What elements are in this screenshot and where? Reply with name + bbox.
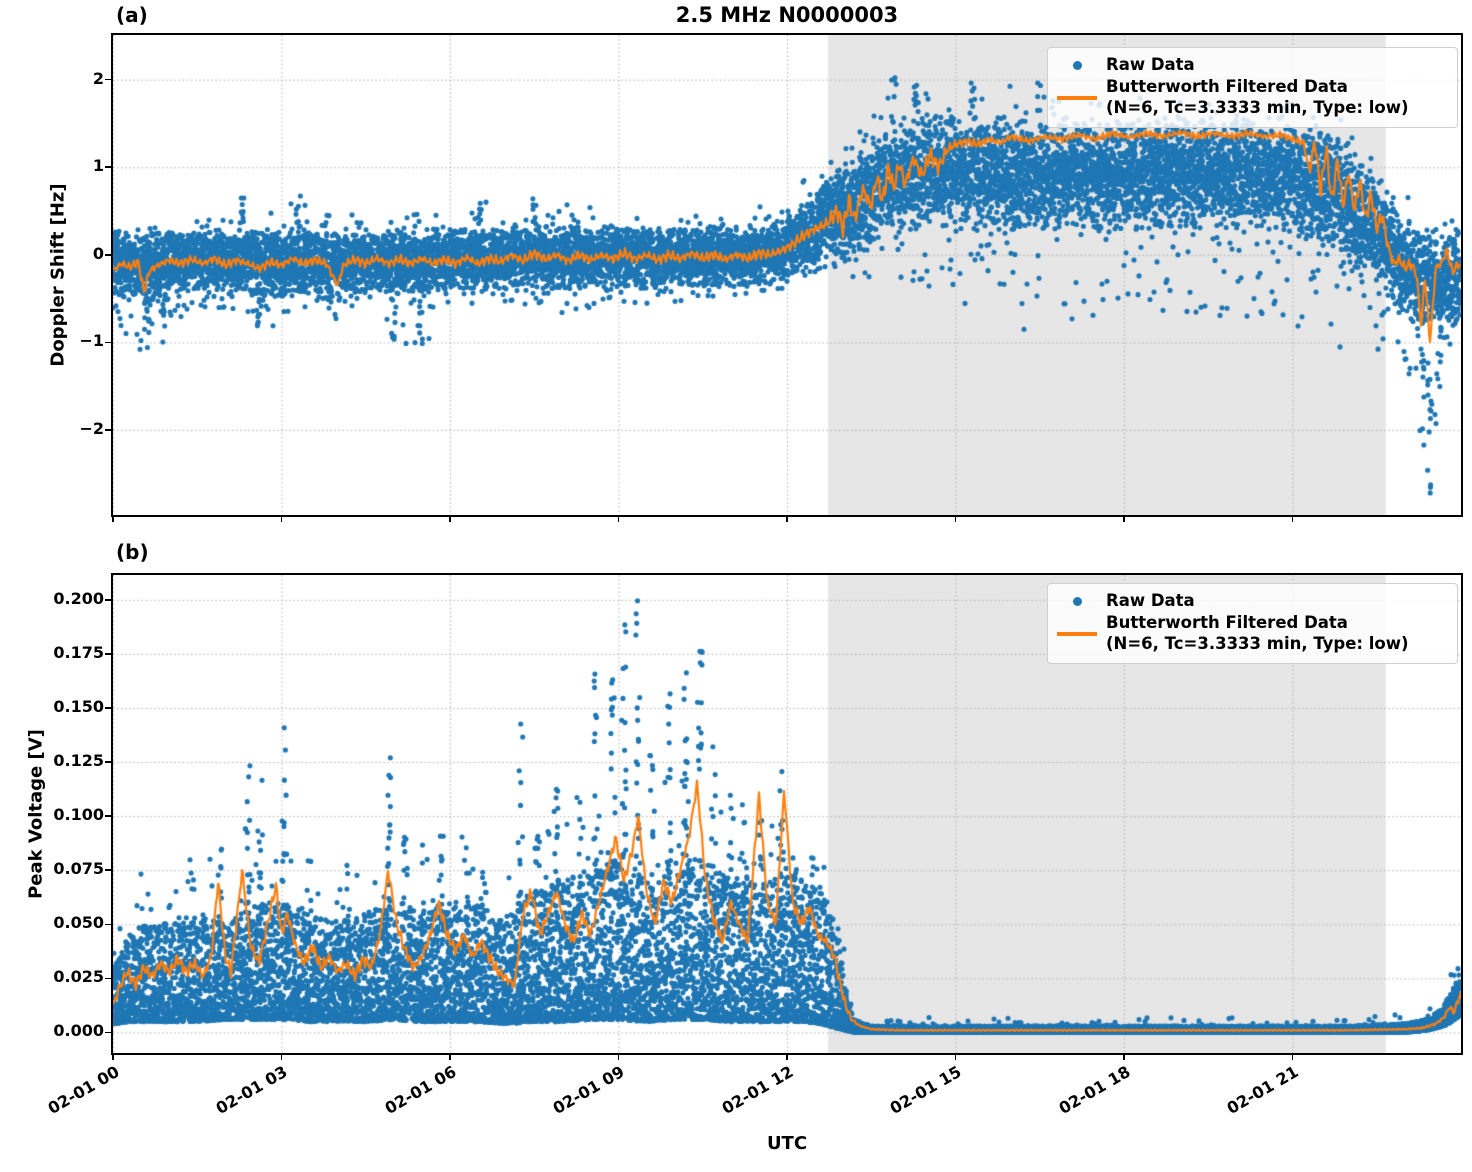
legend-filtered-sublabel: (N=6, Tc=3.3333 min, Type: low) [1106, 633, 1409, 653]
y-tick-label: 0.025 [53, 967, 104, 987]
y-tick-label: 0.125 [53, 751, 104, 771]
legend-marker-cell [1048, 631, 1106, 636]
y-tick-label: 0.000 [53, 1021, 104, 1041]
y-tick-label: 0.075 [53, 859, 104, 879]
legend-marker-cell [1048, 60, 1106, 70]
filtered-data-marker-line [1057, 631, 1097, 636]
x-tick-label: 02-01 21 [1224, 1062, 1302, 1118]
x-axis-label: UTC [766, 1133, 808, 1154]
y-tick-label: 0.175 [53, 642, 104, 662]
legend-marker-cell [1048, 596, 1106, 606]
y-tick-label: −1 [79, 331, 104, 351]
panel-a-label: (a) [116, 3, 148, 27]
legend-marker-cell [1048, 95, 1106, 100]
y-tick-label: 1 [92, 156, 104, 176]
legend-filtered-label: Butterworth Filtered Data [1106, 77, 1348, 97]
legend-filtered-sublabel: (N=6, Tc=3.3333 min, Type: low) [1106, 97, 1409, 117]
chart-title: 2.5 MHz N0000003 [675, 3, 899, 27]
legend-filtered-label: Butterworth Filtered Data [1106, 613, 1348, 633]
y-tick-label: 0.100 [53, 805, 104, 825]
legend-a: Raw Data Butterworth Filtered Data (N=6,… [1047, 47, 1458, 129]
raw-data-marker-dot [1072, 596, 1082, 606]
legend-raw-label: Raw Data [1106, 55, 1195, 74]
raw-data-marker-dot [1072, 60, 1082, 70]
y-tick-label: −2 [79, 419, 104, 439]
legend-raw-label: Raw Data [1106, 591, 1195, 610]
legend-b: Raw Data Butterworth Filtered Data (N=6,… [1047, 583, 1458, 665]
y-tick-label: 0.150 [53, 697, 104, 717]
y-tick-label: 2 [92, 68, 104, 88]
y-tick-label: 0.050 [53, 913, 104, 933]
y-tick-label: 0.200 [53, 588, 104, 608]
panel-b-label: (b) [116, 540, 149, 564]
y-tick-label: 0 [92, 243, 104, 263]
filtered-data-marker-line [1057, 95, 1097, 100]
